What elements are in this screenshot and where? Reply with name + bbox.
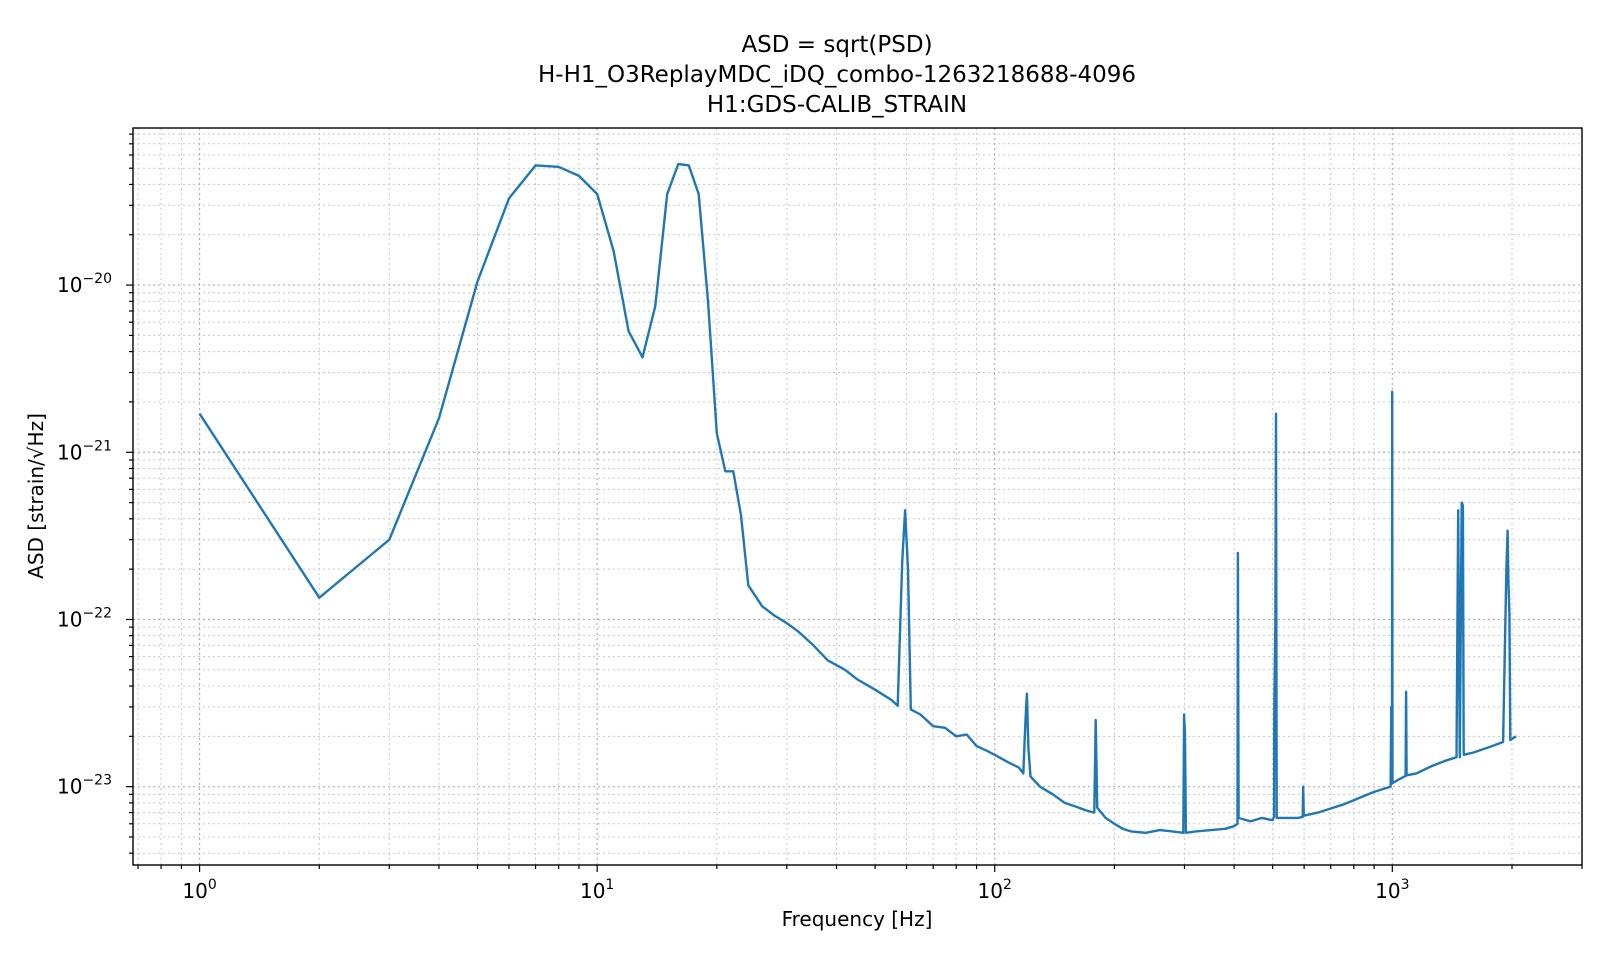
- y-tick-label: 10−21: [57, 438, 112, 464]
- title-line-2: H-H1_O3ReplayMDC_iDQ_combo-1263218688-40…: [538, 62, 1136, 88]
- y-tick-label: 10−20: [57, 271, 112, 297]
- y-axis-label: ASD [strain/√Hz]: [24, 413, 48, 579]
- x-tick-label: 101: [580, 877, 614, 903]
- title-line-3: H1:GDS-CALIB_STRAIN: [707, 92, 967, 118]
- y-tick-label: 10−23: [57, 773, 112, 799]
- x-tick-label: 100: [182, 877, 216, 903]
- asd-series-line: [198, 162, 1517, 834]
- plot-frame: [132, 127, 1583, 866]
- minor-gridlines: [133, 128, 1583, 865]
- x-tick-label: 103: [1375, 877, 1409, 903]
- x-tick-label: 102: [978, 877, 1012, 903]
- tick-labels: 100 101 102 103 10−23 10−22 10−21 10−20: [57, 271, 1409, 903]
- title-line-1: ASD = sqrt(PSD): [741, 32, 932, 58]
- chart-title: ASD = sqrt(PSD) H-H1_O3ReplayMDC_iDQ_com…: [538, 32, 1136, 118]
- major-gridlines: [133, 128, 1582, 865]
- y-tick-label: 10−22: [57, 605, 112, 631]
- x-axis-label: Frequency [Hz]: [782, 907, 933, 931]
